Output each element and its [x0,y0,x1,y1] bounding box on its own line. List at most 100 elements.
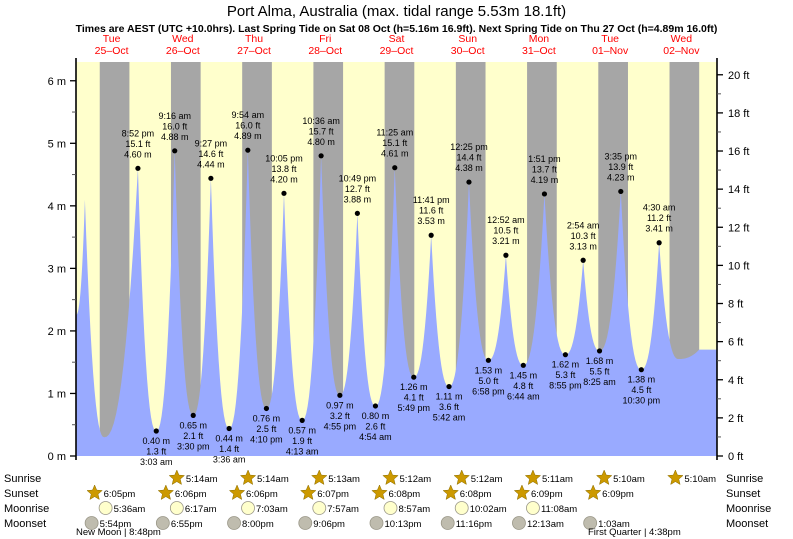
tide-label-line: 0.65 m [179,420,207,430]
tide-label-line: 4.44 m [197,159,225,169]
right-tick-label: 12 ft [728,222,749,234]
moonrise-moon-icon [454,501,469,515]
sunrise-time: 5:13am [328,474,360,485]
tide-label-line: 4.61 m [381,149,409,159]
date-header-date-7: 01–Nov [592,45,629,57]
tide-label-line: 4.23 m [607,172,635,182]
tide-label-line: 1.26 m [400,382,428,392]
tide-label-line: 4:10 pm [250,434,283,444]
left-tick-label: 0 m [48,451,66,463]
sunrise-star-icon [667,469,684,485]
sunset-time: 6:07pm [317,489,349,500]
tide-label-line: 8:25 am [583,377,616,387]
tide-label-line: 14.4 ft [456,153,482,163]
sunrise-time: 5:10am [684,474,716,485]
moonset-time: 5:54pm [100,519,132,530]
moonrise-time: 7:03am [256,504,288,515]
tide-label-line: 4.38 m [455,163,483,173]
sunrise-time: 5:14am [257,474,289,485]
row-label-sunset-right: Sunset [726,488,760,500]
tide-label-line: 1:51 pm [528,154,561,164]
astro-rows: Sunrise Sunrise Sunset Sunset Moonrise Moonri… [4,469,771,538]
right-tick-label: 8 ft [728,299,743,311]
moonset-time: 8:00pm [242,519,274,530]
moonset-time: 12:13am [527,519,564,530]
page-title: Port Alma, Australia (max. tidal range 5… [226,3,567,20]
tide-point-marker [172,148,178,154]
tide-label-line: 10:36 am [302,116,340,126]
date-header-weekday-8: Wed [671,33,693,45]
sunset-star-icon [371,484,388,500]
sunrise-star-icon [453,469,470,485]
left-axis: 0 m 1 m 2 m 3 m 4 m 5 m 6 m [48,58,77,463]
tide-label-line: 13.7 ft [532,164,558,174]
tide-label-line: 4.1 ft [404,393,425,403]
moonset-time: 11:16pm [456,519,492,530]
sunrise-star-icon [382,469,399,485]
right-tick-label: 0 ft [728,451,743,463]
tide-point-marker [520,362,526,368]
date-header-weekday-6: Mon [529,33,550,45]
tide-label-line: 1.4 ft [219,444,240,454]
sunset-star-icon [584,484,602,500]
tide-label-line: 6:44 am [507,391,540,401]
sunset-star-icon [157,484,175,500]
tide-label-line: 12:52 am [487,215,525,225]
sunrise-star-icon [524,469,542,485]
date-header-weekday-5: Sun [458,33,477,45]
tide-label-line: 4.89 m [234,131,262,141]
sunrise-star-icon [595,469,613,485]
left-tick-label: 6 m [48,76,66,88]
tide-label-line: 10:30 pm [623,396,661,406]
tide-label-line: 5.5 ft [590,366,611,376]
tide-label-line: 3:03 am [140,457,173,467]
tide-label-line: 0.44 m [215,433,243,443]
row-label-moonset-left: Moonset [4,518,46,530]
tide-label-line: 15.1 ft [125,139,151,149]
moonrise-time: 8:57am [399,504,431,515]
sunset-star-icon [300,484,317,500]
tide-label-line: 11:25 am [376,128,413,138]
sunset-time: 6:06pm [175,489,207,500]
tide-label-line: 1.38 m [628,375,656,385]
sunset-time: 6:08pm [389,489,421,500]
tide-label-line: 14.6 ft [198,149,224,159]
tide-label-line: 9:27 pm [195,138,228,148]
moonrise-time: 6:17am [185,504,217,515]
tide-label-line: 4.20 m [270,174,298,184]
tide-label-line: 8:55 pm [549,381,582,391]
right-tick-label: 14 ft [728,184,749,196]
tide-label-line: 10.3 ft [571,231,597,241]
tide-label-line: 12.7 ft [345,184,371,194]
date-header-date-8: 02–Nov [663,45,700,57]
tide-label-line: 3:35 pm [605,151,638,161]
tide-label-line: 9:54 am [232,110,265,120]
tide-label-line: 3.88 m [344,194,372,204]
sunset-star-icon [513,484,531,500]
moonrise-moon-icon [526,501,540,515]
sunset-time: 6:09pm [531,489,563,500]
sunset-star-icon [86,484,103,500]
tide-label-line: 4:54 am [359,432,392,442]
sunset-time: 6:06pm [246,489,278,500]
tide-point-marker [153,428,159,434]
tide-point-marker [503,252,509,258]
right-tick-label: 6 ft [728,337,743,349]
tide-label-line: 0.57 m [288,425,316,435]
tide-point-marker [190,412,196,418]
moonrise-moon-icon [312,501,327,515]
tide-label-line: 3.21 m [492,236,520,246]
right-tick-label: 10 ft [728,260,749,272]
tide-point-marker [372,403,379,409]
date-header-weekday-7: Tue [601,33,619,45]
sunrise-time: 5:14am [186,474,218,485]
date-header-weekday-3: Fri [319,33,331,45]
date-header-date-0: 25–Oct [95,45,129,57]
page-subtitle: Times are AEST (UTC +10.0hrs). Last Spri… [75,23,718,35]
date-header-date-4: 29–Oct [380,45,414,57]
tide-label-line: 2.5 ft [256,424,277,434]
moonrise-time: 5:36am [114,504,146,515]
tide-label-line: 0.40 m [143,436,171,446]
